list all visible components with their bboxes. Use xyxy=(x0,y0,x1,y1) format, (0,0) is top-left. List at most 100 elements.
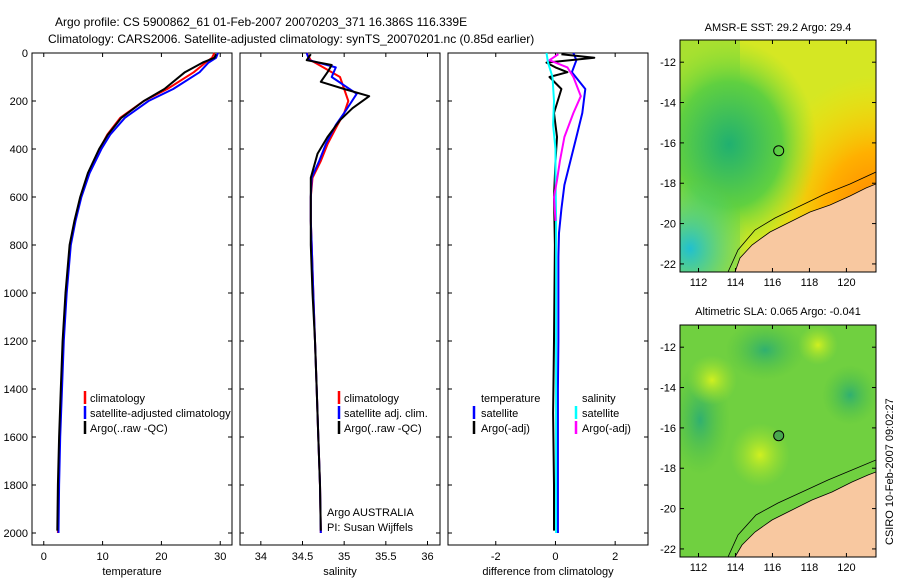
y-tick-label: 1000 xyxy=(4,288,28,300)
y-tick-label: 800 xyxy=(10,240,28,252)
map-x-tick-label: 112 xyxy=(690,277,708,289)
y-tick-label: 1800 xyxy=(4,480,28,492)
x-tick-label: 35 xyxy=(338,551,350,563)
sst-map-axes: 112 114 116 118 120 -12 -14 -16 -18 -20 -22 xyxy=(660,40,876,289)
temperature-axes-frame xyxy=(31,52,233,546)
difference-xlabel: difference from climatology xyxy=(482,566,614,578)
legend-header-salinity: salinity xyxy=(582,393,616,405)
sla-low-region xyxy=(822,365,876,425)
sla-map-axes: 112 114 116 118 120 -12 -14 -16 -18 -20 -22 xyxy=(660,325,876,574)
x-tick-label: 34.5 xyxy=(292,551,313,563)
x-tick-label: 10 xyxy=(96,551,108,563)
temperature-x-axis: 0 10 20 30 xyxy=(41,53,226,563)
map-y-tick-label: -12 xyxy=(660,57,676,69)
series-line-argo-raw-qc xyxy=(56,53,218,531)
legend-label-climatology: climatology xyxy=(344,393,400,405)
y-tick-label: 1400 xyxy=(4,384,28,396)
sst-coastline xyxy=(734,183,876,272)
figure-title-line1: Argo profile: CS 5900862_61 01-Feb-2007 … xyxy=(55,15,467,29)
temperature-panel: 0 200 400 600 800 1000 1200 1400 1600 1800 2000 0 1… xyxy=(4,48,233,578)
map-x-tick-label: 118 xyxy=(801,562,819,574)
map-y-tick-label: -20 xyxy=(660,504,676,516)
legend-label-salinity-satellite: satellite xyxy=(582,408,619,420)
map-y-tick-label: -18 xyxy=(660,178,676,190)
x-tick-label: -2 xyxy=(491,551,501,563)
sst-bathymetry-contour xyxy=(727,171,876,272)
legend-label-argo: Argo(..raw -QC) xyxy=(344,423,422,435)
x-tick-label: 36 xyxy=(421,551,433,563)
map-x-tick-label: 116 xyxy=(764,562,782,574)
map-x-tick-label: 114 xyxy=(727,277,745,289)
series-line-salinity-satellite xyxy=(545,52,558,533)
sla-map-panel: Altimetric SLA: 0.065 Argo: -0.041 112 11… xyxy=(660,306,877,574)
temperature-series xyxy=(56,52,219,534)
sst-argo-position-marker xyxy=(773,145,785,157)
sst-map-title: AMSR-E SST: 29.2 Argo: 29.4 xyxy=(705,22,852,34)
salinity-x-axis: 34 34.5 35 35.5 36 xyxy=(255,53,434,563)
series-line-temperature-argo-adj xyxy=(545,53,596,531)
sst-land xyxy=(735,184,876,272)
legend-label-temperature-argo: Argo(-adj) xyxy=(481,423,530,435)
sla-map-frame xyxy=(679,324,877,558)
map-y-tick-label: -22 xyxy=(660,544,676,556)
sla-high-region xyxy=(687,355,737,405)
legend-label-satellite: satellite-adjusted climatology xyxy=(90,408,231,420)
sla-argo-position-marker xyxy=(773,430,785,442)
difference-x-axis: -2 0 2 xyxy=(491,53,618,563)
map-x-tick-label: 112 xyxy=(690,562,708,574)
legend-label-climatology: climatology xyxy=(90,393,146,405)
sla-coastline xyxy=(734,471,876,557)
salinity-legend: climatology satellite adj. clim. Argo(..… xyxy=(337,391,428,435)
series-line-temperature-satellite xyxy=(556,52,587,533)
temperature-xlabel: temperature xyxy=(102,566,161,578)
x-tick-label: 0 xyxy=(41,551,47,563)
map-y-tick-label: -16 xyxy=(660,138,676,150)
map-y-tick-label: -18 xyxy=(660,463,676,475)
y-tick-label: 1600 xyxy=(4,432,28,444)
difference-legend: temperature satellite Argo(-adj) salinit… xyxy=(472,393,631,435)
sst-map-frame xyxy=(679,39,877,273)
y-tick-label: 0 xyxy=(22,48,28,60)
series-line-argo-raw-qc xyxy=(305,53,371,531)
map-y-tick-label: -14 xyxy=(660,98,676,110)
sla-land xyxy=(735,472,876,557)
map-x-tick-label: 120 xyxy=(837,277,855,289)
legend-label-salinity-argo: Argo(-adj) xyxy=(582,423,631,435)
sla-high-region xyxy=(798,325,838,365)
y-tick-label: 400 xyxy=(10,144,28,156)
series-line-salinity-argo-adj xyxy=(548,53,582,222)
map-x-tick-label: 120 xyxy=(837,562,855,574)
difference-series xyxy=(545,52,596,533)
legend-label-temperature-satellite: satellite xyxy=(481,408,518,420)
map-y-tick-label: -22 xyxy=(660,259,676,271)
map-x-tick-label: 118 xyxy=(801,277,819,289)
sla-map-title: Altimetric SLA: 0.065 Argo: -0.041 xyxy=(695,306,861,318)
map-y-tick-label: -20 xyxy=(660,219,676,231)
difference-panel: -2 0 2 difference from climatology tempera… xyxy=(447,52,649,578)
series-line-satellite-adj-clim xyxy=(305,52,358,534)
sst-map-panel: AMSR-E SST: 29.2 Argo: 29.4 112 114 116 118… xyxy=(660,22,877,289)
series-line-satellite-adjusted-climatology xyxy=(57,52,219,534)
x-tick-label: 30 xyxy=(214,551,226,563)
x-tick-label: 20 xyxy=(155,551,167,563)
legend-header-temperature: temperature xyxy=(481,393,540,405)
salinity-xlabel: salinity xyxy=(323,566,357,578)
side-timestamp: CSIRO 10-Feb-2007 09:02:27 xyxy=(884,398,896,545)
sla-bathymetry-contour xyxy=(727,459,876,557)
x-tick-label: 2 xyxy=(612,551,618,563)
depth-axis: 0 200 400 600 800 1000 1200 1400 1600 1800 2000 xyxy=(4,48,232,540)
x-tick-label: 35.5 xyxy=(375,551,396,563)
x-tick-label: 0 xyxy=(552,551,558,563)
y-tick-label: 600 xyxy=(10,192,28,204)
map-y-tick-label: -16 xyxy=(660,423,676,435)
legend-label-satellite: satellite adj. clim. xyxy=(344,408,428,420)
map-x-tick-label: 114 xyxy=(727,562,745,574)
figure-title-line2: Climatology: CARS2006. Satellite-adjuste… xyxy=(48,32,534,46)
float-owner-annotation: Argo AUSTRALIA xyxy=(327,507,414,519)
temperature-legend: climatology satellite-adjusted climatolo… xyxy=(83,391,231,435)
float-pi-annotation: PI: Susan Wijffels xyxy=(327,522,413,534)
difference-axes-frame xyxy=(447,52,649,546)
salinity-axes-frame xyxy=(239,52,441,546)
